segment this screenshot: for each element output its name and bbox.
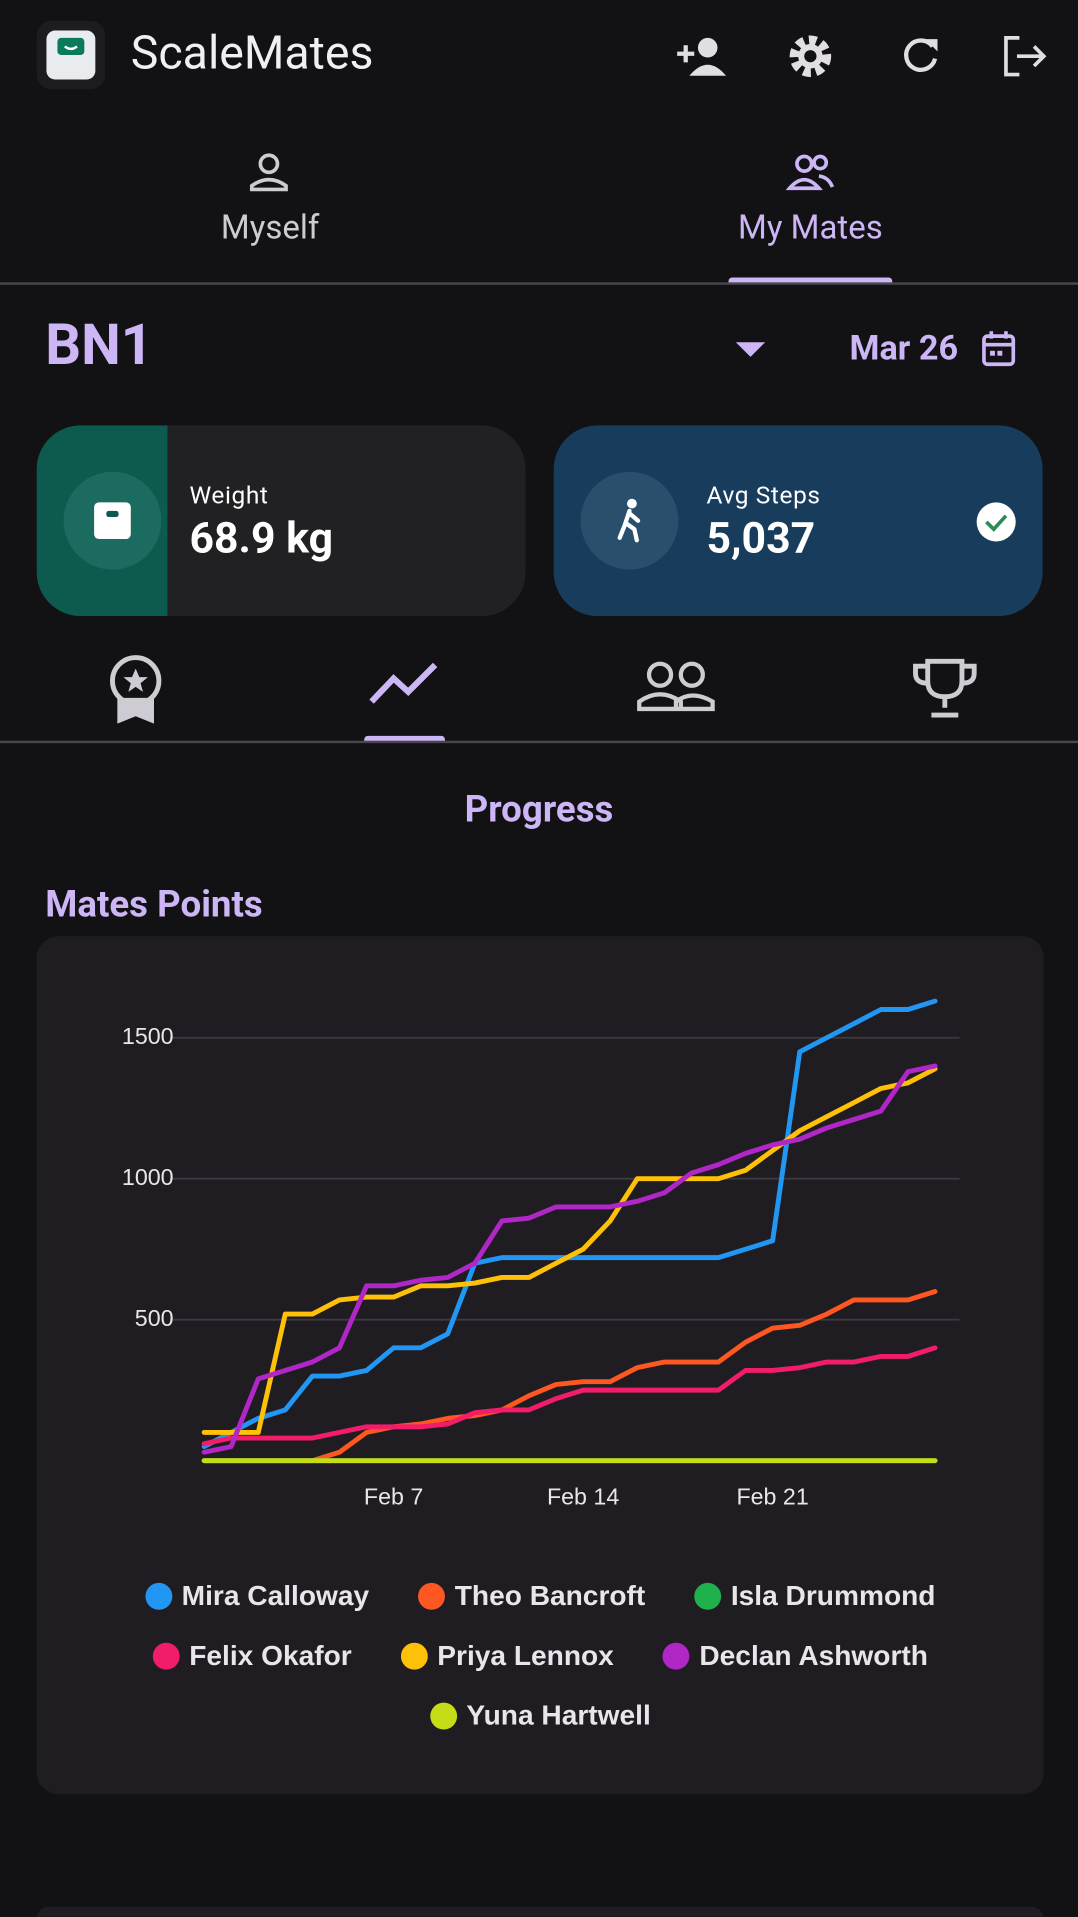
calendar-icon[interactable]: [982, 330, 1016, 367]
weight-card[interactable]: Weight 68.9 kg: [36, 425, 526, 617]
legend-label: Declan Ashworth: [699, 1639, 928, 1671]
legend-item[interactable]: Mira Calloway: [145, 1579, 369, 1612]
section-title: Progress: [464, 788, 614, 832]
refresh-button[interactable]: [896, 32, 945, 81]
legend-swatch: [145, 1582, 172, 1610]
legend: Mira Calloway Theo Bancroft Isla Drummond F…: [98, 1579, 983, 1732]
chart: 500 1000 1500 Feb 7 Feb 14 Feb 21: [122, 998, 960, 1510]
tab-myself[interactable]: Myself: [220, 207, 320, 247]
weight-icon: [63, 471, 162, 570]
steps-icon: [580, 471, 679, 570]
chart-card: 500 1000 1500 Feb 7 Feb 14 Feb 21 Mira Callow…: [36, 936, 1044, 1795]
legend-label: Felix Okafor: [189, 1639, 352, 1671]
divider: [0, 282, 1078, 285]
legend-label: Mira Calloway: [181, 1579, 370, 1611]
app-logo: [36, 20, 106, 90]
logout-button[interactable]: [1000, 32, 1051, 81]
x-tick-label: Feb 14: [547, 1484, 619, 1510]
group-dropdown[interactable]: [733, 340, 767, 360]
group-name: BN1: [45, 312, 154, 379]
weight-label: Weight: [189, 480, 269, 510]
logo-icon: [46, 30, 96, 80]
y-tick-label: 500: [135, 1305, 174, 1331]
divider: [0, 740, 1078, 744]
tab-my-mates[interactable]: My Mates: [738, 207, 883, 247]
steps-label: Avg Steps: [706, 480, 821, 510]
legend-item[interactable]: Priya Lennox: [400, 1639, 614, 1672]
legend-label: Priya Lennox: [437, 1639, 614, 1671]
series-line: [201, 998, 938, 1450]
series-line: [201, 1063, 938, 1455]
legend-item[interactable]: Felix Okafor: [152, 1639, 352, 1672]
mates-icon: [785, 154, 835, 191]
legend-item[interactable]: Isla Drummond: [694, 1579, 935, 1612]
legend-item[interactable]: Declan Ashworth: [662, 1639, 928, 1672]
steps-check: [976, 502, 1016, 542]
legend-swatch: [429, 1702, 457, 1729]
settings-button[interactable]: [786, 32, 835, 81]
legend-swatch: [662, 1642, 690, 1670]
subtab-indicator: [364, 735, 445, 742]
series-line: [201, 1066, 938, 1435]
legend-item[interactable]: Yuna Hartwell: [429, 1698, 651, 1732]
legend-label: Yuna Hartwell: [466, 1698, 651, 1731]
x-tick-label: Feb 7: [364, 1484, 423, 1510]
app-title: ScaleMates: [130, 26, 374, 81]
progress-tab[interactable]: [367, 660, 443, 709]
steps-card[interactable]: Avg Steps 5,037: [553, 425, 1043, 617]
badges-tab[interactable]: [105, 654, 166, 727]
y-tick-label: 1500: [122, 1023, 174, 1049]
trophy-tab[interactable]: [912, 656, 978, 720]
next-card: [36, 1906, 1044, 1917]
steps-value: 5,037: [706, 513, 816, 564]
date-label[interactable]: Mar 26: [849, 327, 959, 368]
legend-item[interactable]: Theo Bancroft: [418, 1579, 645, 1612]
legend-swatch: [400, 1642, 428, 1670]
y-tick-label: 1000: [122, 1164, 174, 1190]
series-line: [201, 1345, 938, 1447]
add-mate-button[interactable]: [675, 32, 731, 81]
mates-tab[interactable]: [636, 660, 717, 714]
legend-swatch: [418, 1582, 445, 1610]
tab-indicator: [728, 277, 893, 284]
weight-value: 68.9 kg: [189, 513, 334, 564]
series-line: [201, 1289, 938, 1464]
legend-swatch: [694, 1582, 722, 1610]
legend-label: Isla Drummond: [730, 1579, 936, 1611]
legend-swatch: [152, 1642, 180, 1670]
chart-title: Mates Points: [45, 883, 263, 927]
x-tick-label: Feb 21: [736, 1484, 808, 1510]
myself-icon: [249, 153, 288, 192]
legend-label: Theo Bancroft: [454, 1579, 646, 1611]
